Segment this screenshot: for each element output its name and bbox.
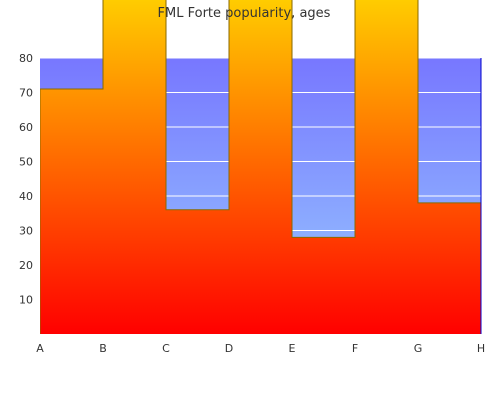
x-tick-label: A bbox=[36, 342, 44, 355]
area-step-D bbox=[229, 0, 292, 334]
y-tick-label: 80 bbox=[19, 52, 33, 65]
series-area bbox=[40, 0, 481, 334]
series-outline bbox=[40, 0, 481, 334]
x-tick-label: B bbox=[99, 342, 107, 355]
x-tick-label: H bbox=[477, 342, 485, 355]
y-tick-label: 10 bbox=[19, 294, 33, 307]
area-step-E bbox=[292, 237, 355, 334]
x-tick-label: F bbox=[352, 342, 358, 355]
chart-title: FML Forte popularity, ages bbox=[158, 6, 331, 21]
x-tick-label: E bbox=[289, 342, 296, 355]
area-step-A bbox=[40, 89, 103, 334]
y-axis-ticks: 10 20 30 40 50 60 70 80 bbox=[19, 52, 33, 307]
y-tick-label: 40 bbox=[19, 190, 33, 203]
area-step-B bbox=[103, 0, 166, 334]
x-axis-ticks: A B C D E F G H bbox=[36, 342, 485, 355]
area-step-F bbox=[355, 0, 418, 334]
x-tick-label: D bbox=[225, 342, 233, 355]
y-tick-label: 70 bbox=[19, 87, 33, 100]
x-tick-label: G bbox=[414, 342, 423, 355]
y-tick-label: 50 bbox=[19, 156, 33, 169]
area-step-C bbox=[166, 209, 229, 334]
x-tick-label: C bbox=[162, 342, 170, 355]
y-tick-label: 30 bbox=[19, 225, 33, 238]
y-tick-label: 60 bbox=[19, 121, 33, 134]
y-tick-label: 20 bbox=[19, 259, 33, 272]
area-step-G bbox=[418, 202, 481, 334]
